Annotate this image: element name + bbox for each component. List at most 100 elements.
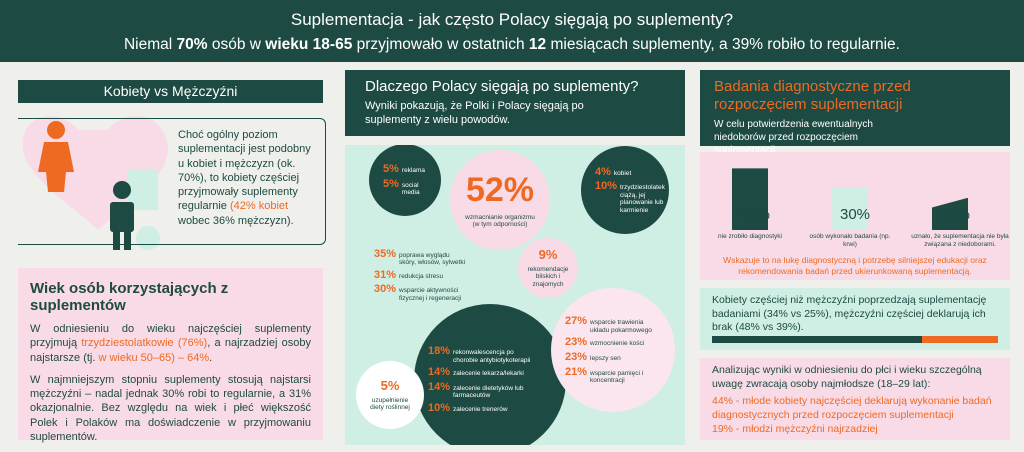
reason-pct: 21% — [565, 365, 588, 378]
bar-caption: nie zrobiło diagnostyki — [718, 233, 782, 240]
reasons-header: Dlaczego Polacy sięgają po suplementy? W… — [345, 70, 685, 136]
reason: 14% zalecenie lekarza/lekarki — [428, 366, 524, 379]
reason: 21% wsparcie pamięci i koncentracji — [565, 366, 661, 385]
decor-bar — [712, 336, 922, 343]
reason-text: wzmocnienie kości — [590, 340, 645, 348]
age-box: Wiek osób korzystających z suplementów W… — [18, 268, 323, 443]
reason-text: kobiet — [613, 169, 632, 177]
age-paragraph: W najmniejszym stopniu suplementy stosuj… — [30, 373, 311, 444]
reason-bubble: 5% uzupełnienie diety roślinnej — [356, 361, 424, 429]
reason: 52% wzmacnianie organizmu (w tym odpornoś… — [464, 171, 536, 228]
bar-label: 30% — [839, 206, 871, 223]
reason: 5% uzupełnienie diety roślinnej — [370, 377, 410, 412]
reason: 10% zalecenie trenerów — [428, 402, 508, 415]
reason-bubble: 5% reklama 5% social media — [369, 145, 441, 216]
gender-diag-box: Kobiety częściej niż mężczyźni poprzedza… — [700, 288, 1010, 350]
reason-text: zalecenie trenerów — [453, 405, 508, 413]
text-run: 70% — [176, 36, 208, 53]
text-run: wobec 36% mężczyzn). — [178, 214, 294, 227]
reason-text: zalecenie dietetyków lub farmaceutów — [453, 385, 524, 400]
reason-pct: 27% — [565, 315, 588, 328]
reason-text: poprawa wyglądu skóry, włosów, sylwetki — [399, 251, 466, 267]
reason-pct: 5% — [383, 177, 399, 190]
reason: 27% wsparcie trawienia układu pokarmowego — [565, 315, 661, 334]
bar-caption: osób wykonało badania (np. krwi) — [809, 233, 891, 248]
text-run: Niemal — [123, 36, 177, 53]
reason-bubble: 35% poprawa wyglądu skóry, włosów, sylwet… — [360, 215, 480, 335]
text-run: (42% kobiet — [229, 200, 289, 213]
reason-bubble: 27% wsparcie trawienia układu pokarmowego… — [551, 288, 675, 412]
reason: 30% wsparcie aktywności fizycznej i regen… — [374, 283, 466, 302]
young-line: 19% - młodzi mężczyźni najrzadziej — [712, 422, 878, 435]
age-paragraph: W odniesieniu do wieku najczęściej suple… — [30, 322, 311, 365]
gender-text: Choć ogólny poziom suplementacji jest po… — [178, 128, 318, 228]
subtitle: Niemal 70% osób w wieku 18-65 przyjmował… — [0, 36, 1024, 54]
reason-pct: 35% — [374, 247, 397, 260]
diag-subtitle: W celu potwierdzenia ewentualnych niedob… — [714, 119, 873, 156]
reason-text: redukcja stresu — [399, 272, 444, 280]
reason: 5% social media — [383, 178, 427, 197]
text-run: W odniesieniu do wieku najczęściej suple… — [30, 323, 311, 350]
section-heading: Kobiety vs Mężczyźni — [18, 80, 323, 103]
reason: 18% rekonwalescencja po chorobie antybiot… — [428, 345, 533, 364]
reason-pct: 18% — [428, 345, 451, 358]
reason-text: reklama — [401, 167, 426, 175]
reasons-subtitle: Wyniki pokazują, że Polki i Polacy sięga… — [365, 100, 584, 127]
reason-text: wsparcie aktywności fizycznej i regenera… — [399, 287, 462, 302]
header: Suplementacja - jak często Polacy sięgaj… — [0, 0, 1024, 62]
reason: 23% lepszy sen — [565, 351, 621, 364]
reasons-heading: Dlaczego Polacy sięgają po suplementy? — [365, 78, 639, 95]
diag-heading: Badania diagnostyczne przed rozpoczęciem… — [714, 78, 911, 113]
decor-bar — [922, 336, 998, 343]
age-heading: Wiek osób korzystających z suplementów — [30, 280, 229, 314]
diag-box: Wskazuje to na lukę diagnostyczną i potr… — [700, 152, 1010, 280]
diag-note: Wskazuje to na lukę diagnostyczną i potr… — [723, 255, 987, 277]
reason: 35% poprawa wyglądu skóry, włosów, sylwet… — [374, 248, 466, 267]
reason-text: lepszy sen — [590, 355, 621, 362]
reason-text: social media — [401, 181, 420, 197]
text-run: 12 — [528, 36, 547, 53]
reason-pct: 23% — [565, 351, 588, 363]
reason-pct: 14% — [428, 366, 451, 379]
reason-text: wsparcie pamięci i koncentracji — [590, 369, 644, 385]
reason-pct: 5% — [380, 377, 400, 393]
reason-pct: 31% — [374, 268, 397, 281]
reason-text: uzupełnienie diety roślinnej — [370, 396, 410, 411]
reason: 9% rekomendacje bliskich i znajomych — [528, 246, 569, 288]
reason-bubble: 52% wzmacnianie organizmu (w tym odpornoś… — [450, 150, 550, 250]
text-run: miesiącach suplementy, a 39% robiło to r… — [546, 36, 900, 53]
reason-pct: 14% — [428, 381, 451, 393]
reason-bubble: 4% kobiet 10% trzydziestolatek ciążą, jej p… — [581, 146, 669, 234]
reason-pct: 10% — [428, 401, 451, 414]
bar-caption: uznało, że suplementacja nie była związa… — [911, 233, 1009, 248]
title: Suplementacja - jak często Polacy sięgaj… — [290, 10, 734, 29]
reason-pct: 5% — [383, 163, 399, 176]
diag-header: Badania diagnostyczne przed rozpoczęciem… — [700, 70, 1010, 156]
reason-pct: 4% — [595, 165, 611, 178]
reason-pct: 30% — [374, 283, 397, 296]
bar-label: 44% — [739, 206, 771, 223]
text-run: w wieku 50–65) – 64% — [98, 351, 210, 364]
reason: 14% zalecenie dietetyków lub farmaceutów — [428, 381, 533, 400]
text-run: Choć ogólny poziom suplementacji jest po… — [178, 129, 311, 213]
young-line: 44% - młode kobiety najczęściej deklaruj… — [712, 395, 992, 421]
reason-text: rekonwalescencja po chorobie antybiotyko… — [453, 349, 531, 364]
bar-label: 23% — [939, 206, 971, 223]
text-run: trzydziestolatkowie (76%) — [81, 337, 208, 350]
text-run: przyjmowało w ostatnich — [352, 36, 529, 53]
reason-bubble: 9% rekomendacje bliskich i znajomych — [518, 238, 578, 298]
text-run: osób w — [207, 36, 266, 53]
reason-bubble: 18% rekonwalescencja po chorobie antybiot… — [414, 304, 566, 445]
reason-text: zalecenie lekarza/lekarki — [453, 370, 524, 378]
reasons-area: 5% reklama 5% social media 52% wzmacnianie or… — [345, 145, 685, 445]
reason-pct: 10% — [595, 180, 618, 193]
text-run: wieku 18-65 — [265, 36, 353, 53]
reason-text: wzmacnianie organizmu (w tym odporności) — [465, 213, 535, 229]
bar — [732, 168, 768, 230]
reason-text: wsparcie trawienia układu pokarmowego — [590, 319, 652, 334]
reason: 23% wzmocnienie kości — [565, 336, 644, 349]
bar — [832, 188, 868, 230]
reason: 10% trzydziestolatek ciążą, jej planowani… — [595, 180, 665, 214]
reason-pct: 9% — [538, 246, 558, 262]
